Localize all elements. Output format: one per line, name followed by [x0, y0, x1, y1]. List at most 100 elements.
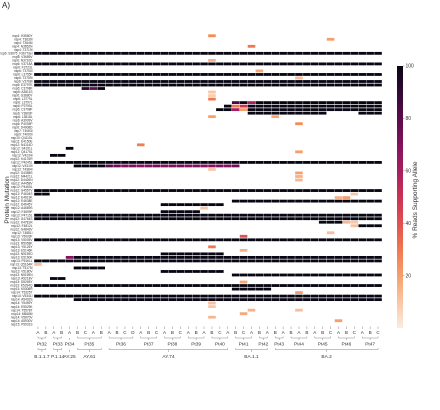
- heatmap-cell: [89, 161, 98, 164]
- heatmap-cell: [366, 259, 374, 263]
- heatmap-cell: [81, 213, 90, 217]
- heatmap-cell: [239, 284, 248, 287]
- heatmap-cell: [239, 199, 248, 203]
- heatmap-cell: [113, 217, 121, 221]
- heatmap-cell: [152, 161, 161, 164]
- heatmap-cell: [366, 108, 374, 112]
- heatmap-cell: [374, 189, 382, 192]
- heatmap-cell: [34, 284, 42, 287]
- heatmap-cell: [200, 255, 208, 259]
- heatmap-cell: [231, 259, 240, 263]
- heatmap-cell: [42, 192, 50, 196]
- heatmap-cell: [81, 73, 90, 76]
- y-axis-title: Protein Mutation: [4, 176, 11, 224]
- heatmap-cell: [152, 80, 161, 83]
- heatmap-cell: [216, 255, 224, 259]
- heatmap-cell: [223, 62, 232, 66]
- heatmap-cell: [366, 51, 374, 55]
- heatmap-cell: [208, 168, 216, 171]
- heatmap-cell: [113, 62, 121, 66]
- heatmap-cell: [334, 220, 343, 224]
- row-label: nsp12: A4689S: [11, 206, 33, 210]
- heatmap-cell: [97, 238, 106, 242]
- heatmap-cell: [350, 220, 359, 224]
- heatmap-cell: [200, 213, 208, 217]
- heatmap-cell: [192, 259, 200, 263]
- heatmap-cell: [57, 238, 66, 242]
- row-label: nsp6: E3797K: [12, 83, 33, 87]
- heatmap-cell: [160, 164, 169, 168]
- heatmap-cell: [287, 273, 295, 277]
- row-label: nsp12: T4881I: [12, 231, 32, 235]
- heatmap-cell: [192, 294, 200, 298]
- heatmap-cell: [208, 115, 216, 119]
- heatmap-cell: [49, 153, 58, 157]
- heatmap-cell: [358, 238, 367, 242]
- heatmap-cell: [239, 312, 248, 316]
- heatmap-cell: [160, 213, 169, 217]
- row-label: nsp14: V5341I: [12, 294, 33, 298]
- heatmap-cell: [216, 252, 224, 256]
- heatmap-cell: [342, 220, 351, 224]
- colorbar-tick-label: 80: [406, 116, 412, 122]
- heatmap-cell: [176, 298, 185, 302]
- heatmap-cell: [223, 294, 232, 298]
- heatmap-cell: [279, 108, 287, 112]
- lineage-bracket: [53, 348, 62, 350]
- heatmap-cell: [57, 51, 66, 55]
- heatmap-cell: [192, 252, 200, 256]
- row-label: nsp12: M4421L: [11, 175, 33, 179]
- heatmap-cell: [263, 259, 272, 263]
- heatmap-cell: [247, 284, 256, 287]
- heatmap-cell: [303, 189, 311, 192]
- row-label: nsp14: A5402S: [11, 298, 33, 302]
- heatmap-cell: [129, 217, 137, 221]
- heatmap-cell: [216, 164, 224, 168]
- heatmap-cell: [81, 161, 90, 164]
- heatmap-cell: [303, 83, 311, 87]
- heatmap-cell: [42, 217, 50, 221]
- heatmap-cell: [263, 111, 272, 115]
- row-label: nsp6: T3759I: [14, 76, 33, 80]
- row-label: nsp12: P4465L: [11, 185, 33, 189]
- heatmap-cell: [216, 238, 224, 242]
- heatmap-cell: [42, 161, 50, 164]
- heatmap-cell: [350, 104, 359, 108]
- heatmap-cell: [97, 73, 106, 76]
- row-label: nsp13: V5180V: [11, 270, 34, 274]
- patient-label: Pt36: [116, 342, 126, 348]
- heatmap-cell: [358, 51, 367, 55]
- heatmap-cell: [326, 62, 335, 66]
- patient-bracket: [259, 336, 268, 339]
- heatmap-cell: [326, 298, 335, 302]
- heatmap-cell: [42, 213, 50, 217]
- heatmap-cell: [279, 104, 287, 108]
- heatmap-cell: [374, 238, 382, 242]
- heatmap-cell: [89, 189, 98, 192]
- column-label: B: [210, 330, 213, 335]
- heatmap-cell: [223, 189, 232, 192]
- heatmap-cell: [295, 73, 303, 76]
- heatmap-cell: [192, 161, 200, 164]
- patient-bracket: [362, 336, 379, 339]
- heatmap-cell: [334, 259, 343, 263]
- column-label: A: [108, 330, 112, 335]
- heatmap-cell: [200, 259, 208, 263]
- heatmap-cell: [184, 252, 193, 256]
- heatmap-cell: [247, 108, 256, 112]
- row-label: nsp6: P3795L: [13, 104, 33, 108]
- heatmap-cell: [318, 73, 327, 76]
- heatmap-cell: [231, 284, 240, 287]
- heatmap-cell: [334, 62, 343, 66]
- heatmap-cell: [287, 189, 295, 192]
- heatmap-cell: [366, 238, 374, 242]
- heatmap-cell: [334, 51, 343, 55]
- column-label: A: [163, 330, 167, 335]
- column-label: B: [60, 330, 63, 335]
- heatmap-cell: [271, 101, 280, 105]
- patient-label: Pt38: [167, 342, 177, 348]
- heatmap-cell: [326, 104, 335, 108]
- heatmap-cell: [255, 83, 264, 87]
- heatmap-cell: [342, 51, 351, 55]
